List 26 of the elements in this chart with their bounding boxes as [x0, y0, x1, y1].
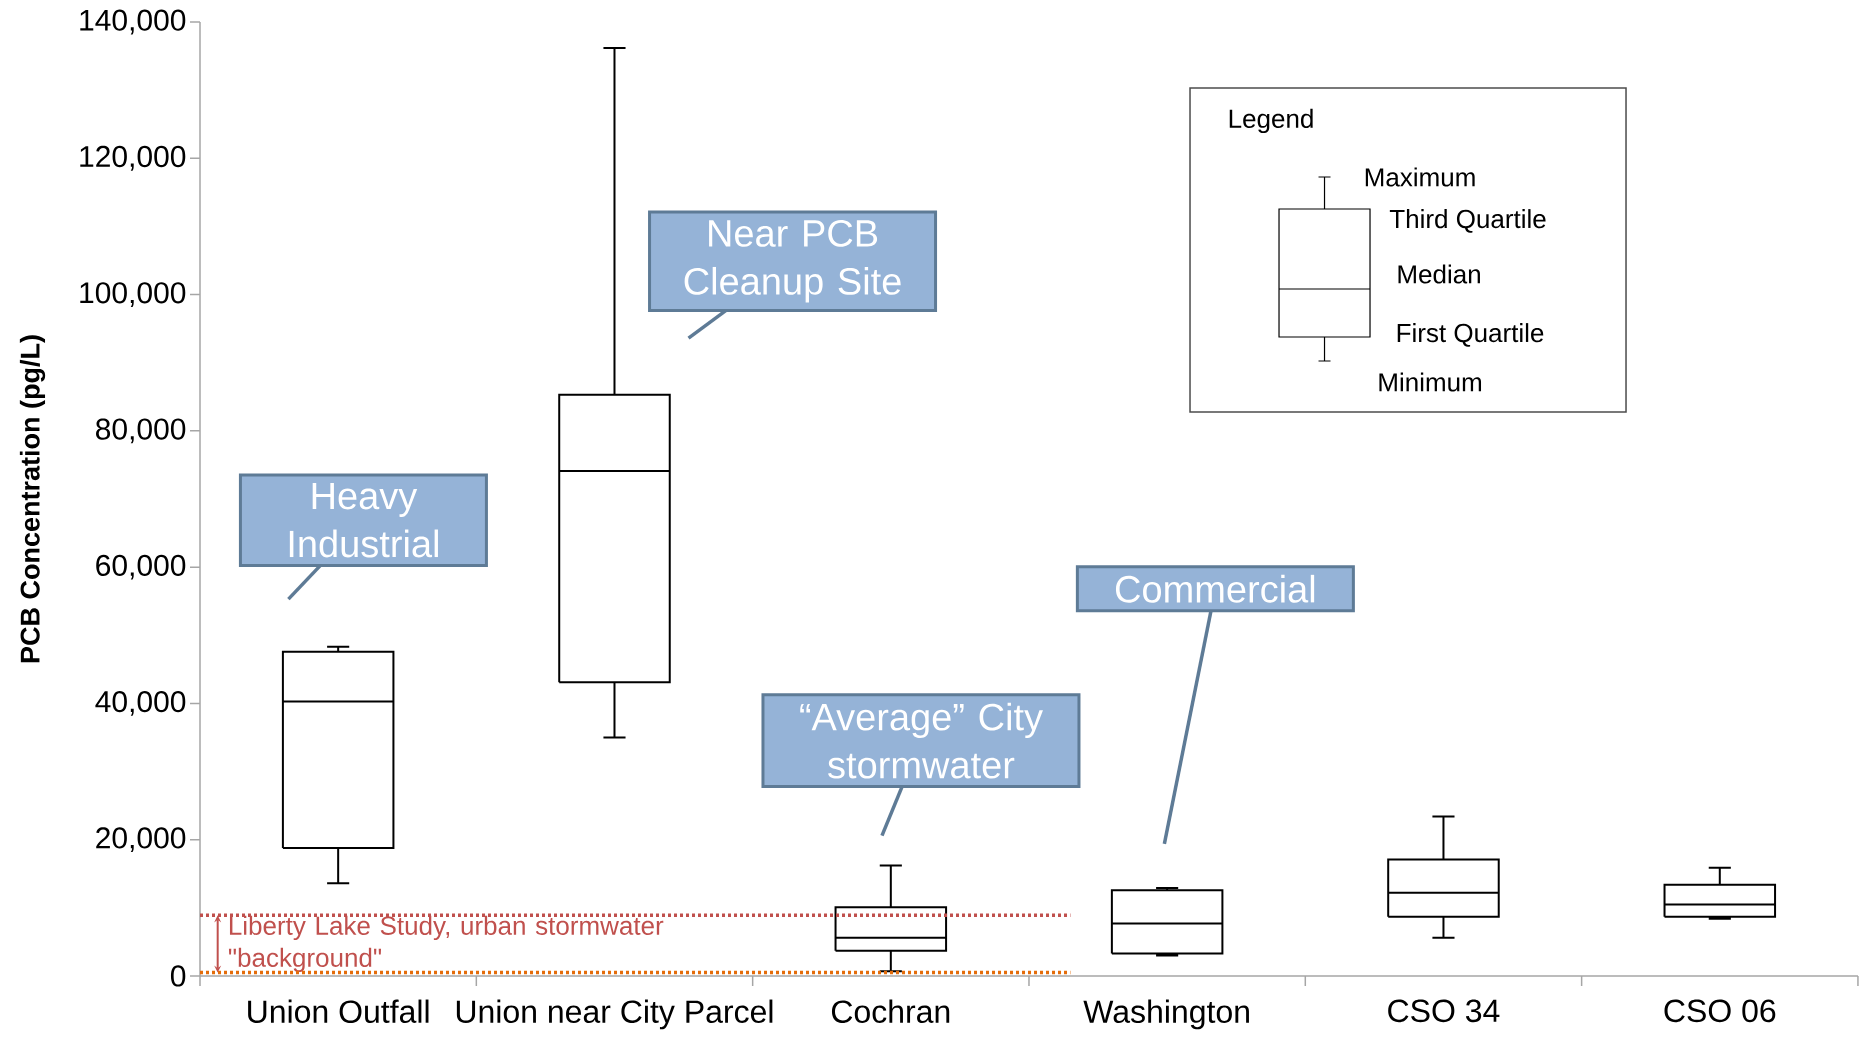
annotation: Maximum	[1365, 167, 1475, 187]
annotation: Legend	[1229, 108, 1313, 134]
x-tick-label: CSO 06	[1664, 999, 1776, 1023]
x-tick-label: Union Outfall	[248, 999, 429, 1024]
y-axis-title: PCB Concentration (pg/L)	[19, 335, 46, 663]
legend-label: Liberty Lake Study, urban stormwater "background"	[228, 915, 664, 973]
y-tick-label: 100,000	[80, 282, 186, 307]
y-tick-label: 0	[170, 965, 186, 987]
x-tick-label: Union near City Parcel	[456, 999, 773, 1030]
annotation: Median	[1398, 264, 1480, 284]
x-tick-label: CSO 34	[1388, 999, 1500, 1023]
x-tick-label: Washington	[1083, 999, 1249, 1030]
annotation: Near PCB Cleanup Site	[684, 219, 901, 303]
annotation: Commercial	[1115, 574, 1315, 603]
annotation: “Average” City stormwater	[800, 702, 1043, 779]
annotation: Heavy Industrial	[289, 482, 438, 558]
y-tick-label: 40,000	[95, 691, 186, 716]
y-tick-label: 140,000	[80, 9, 186, 35]
annotation: First Quartile	[1397, 323, 1544, 347]
annotation: Minimum	[1379, 372, 1482, 392]
x-tick-label: Cochran	[831, 999, 950, 1024]
y-tick-label: 80,000	[96, 418, 186, 444]
y-tick-label: 120,000	[80, 145, 186, 171]
y-tick-label: 60,000	[96, 554, 186, 580]
y-tick-label: 20,000	[96, 827, 186, 853]
annotation: Third Quartile	[1389, 209, 1546, 233]
